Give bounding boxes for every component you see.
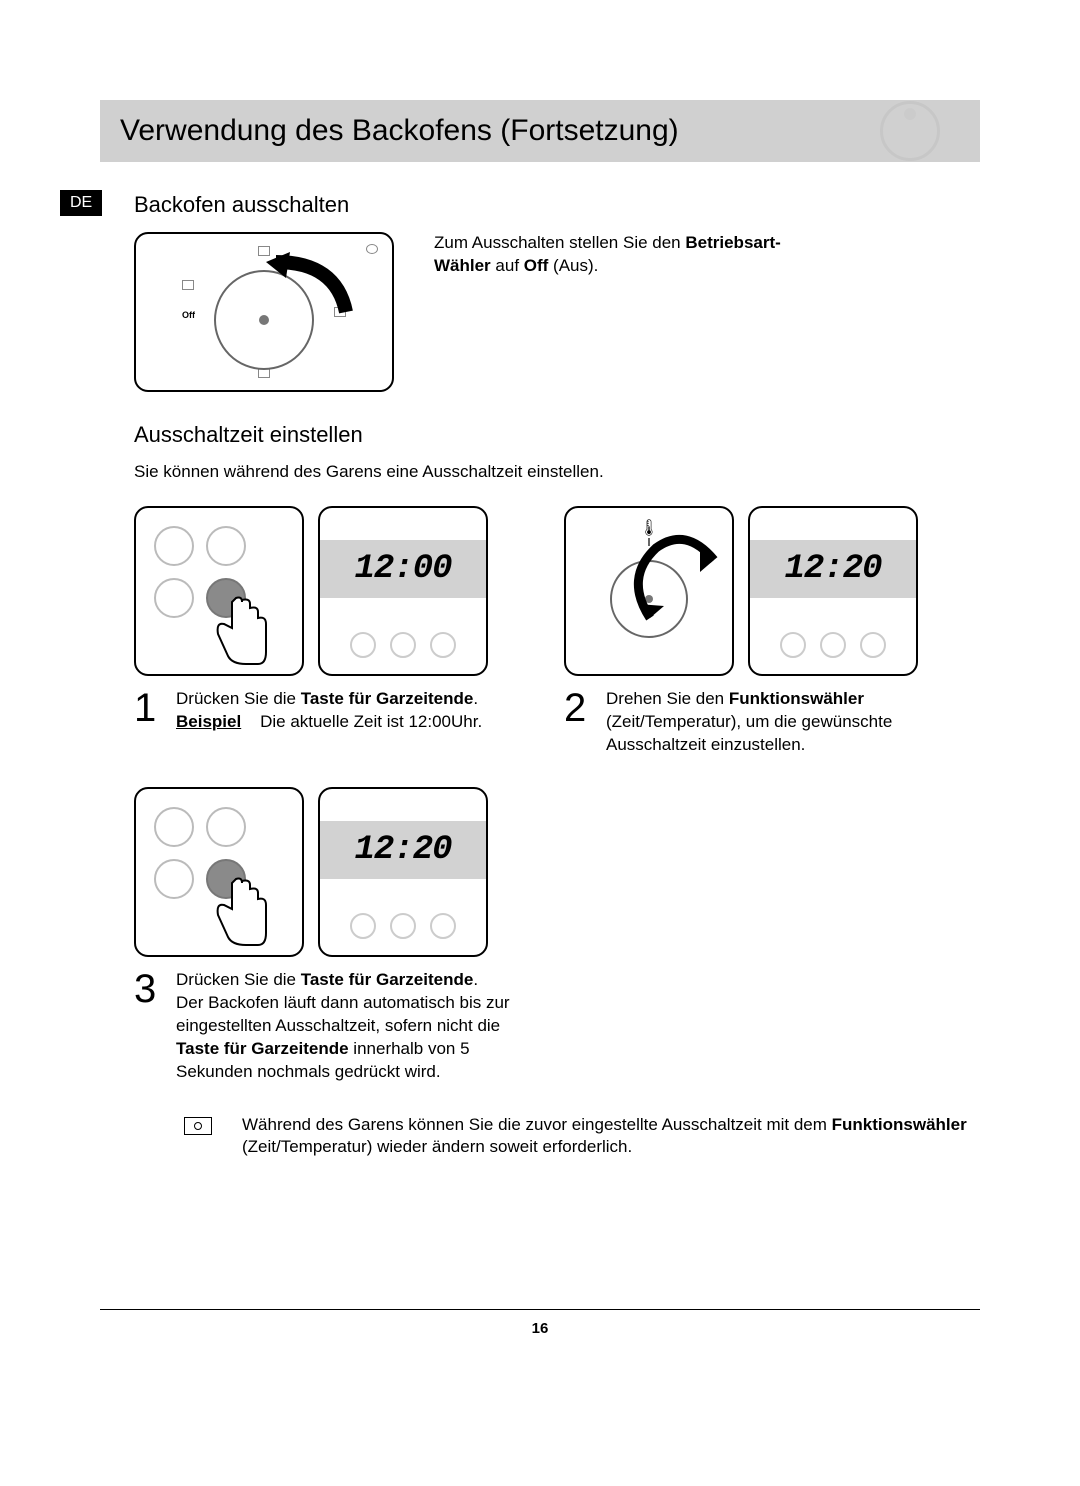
- step-number: 2: [564, 688, 594, 757]
- text: Während des Garens können Sie die zuvor …: [242, 1115, 832, 1134]
- display-illustration: 🔒 ⏲△ 12:20: [318, 787, 488, 957]
- rotate-arrow-icon: [256, 252, 366, 332]
- header-tomato-icon: [880, 101, 940, 161]
- text: (Zeit/Temperatur), um die gewünschte Aus…: [606, 712, 892, 754]
- text: (Aus).: [548, 256, 598, 275]
- display-strip: 12:00: [320, 540, 486, 598]
- panel-button: [154, 807, 194, 847]
- text: Drücken Sie die: [176, 970, 301, 989]
- display-buttons: [320, 913, 486, 939]
- mode-dial-illustration: Off: [134, 232, 394, 392]
- display-time: 12:00: [354, 550, 451, 588]
- function-dial-illustration: 🌡: [564, 506, 734, 676]
- display-buttons: [320, 632, 486, 658]
- step-text: Drehen Sie den Funktionswähler (Zeit/Tem…: [606, 688, 954, 757]
- note-text: Während des Garens können Sie die zuvor …: [242, 1114, 980, 1160]
- panel-button: [154, 526, 194, 566]
- step-3: 🔒 ⏲△ 12:20 3 Drücken Sie die Taste für G…: [134, 787, 524, 1084]
- display-buttons: [750, 632, 916, 658]
- display-illustration: 🔒 ⏲△ 12:00: [318, 506, 488, 676]
- text-bold: Taste für Garzeitende: [301, 970, 474, 989]
- language-tag: DE: [60, 190, 102, 216]
- rotate-arrow-icon: [630, 534, 730, 634]
- section1-title: Backofen ausschalten: [134, 192, 980, 218]
- page-title: Verwendung des Backofens (Fortsetzung): [120, 114, 679, 148]
- display-illustration: 🔒 ⏲△ 12:20: [748, 506, 918, 676]
- step-1: 🔒 ⏲△ 12:00 1 Drücken Sie die Taste für G…: [134, 506, 524, 757]
- text: (Zeit/Temperatur) wieder ändern soweit e…: [242, 1137, 632, 1156]
- panel-button: [154, 578, 194, 618]
- text-bold: Off: [524, 256, 549, 275]
- example-label: Beispiel: [176, 712, 241, 731]
- example-text: Die aktuelle Zeit ist 12:00Uhr.: [260, 712, 482, 731]
- section1-text: Zum Ausschalten stellen Sie den Betriebs…: [434, 232, 814, 392]
- section2-intro: Sie können während des Garens eine Aussc…: [134, 462, 980, 482]
- hand-press-icon: [212, 875, 282, 955]
- section2-title: Ausschaltzeit einstellen: [134, 422, 980, 448]
- display-strip: 12:20: [750, 540, 916, 598]
- page-number: 16: [532, 1320, 549, 1337]
- display-time: 12:20: [784, 550, 881, 588]
- text-bold: Taste für Garzeitende: [301, 689, 474, 708]
- display-time: 12:20: [354, 831, 451, 869]
- panel-button: [154, 859, 194, 899]
- buttons-illustration: [134, 787, 304, 957]
- note-icon: [184, 1117, 212, 1135]
- text: .: [473, 970, 478, 989]
- step-number: 1: [134, 688, 164, 734]
- text-bold: Funktionswähler: [729, 689, 864, 708]
- text: Der Backofen läuft dann automatisch bis …: [176, 993, 510, 1035]
- page-footer: 16: [100, 1309, 980, 1337]
- text: Drehen Sie den: [606, 689, 729, 708]
- text: auf: [491, 256, 524, 275]
- mode-icon: [182, 280, 194, 290]
- off-label: Off: [182, 310, 195, 320]
- step-number: 3: [134, 969, 164, 1084]
- text-bold: Funktionswähler: [832, 1115, 967, 1134]
- display-strip: 12:20: [320, 821, 486, 879]
- panel-button: [206, 526, 246, 566]
- text: .: [473, 689, 478, 708]
- hand-press-icon: [212, 594, 282, 674]
- step-text: Drücken Sie die Taste für Garzeitende. D…: [176, 969, 524, 1084]
- text: Zum Ausschalten stellen Sie den: [434, 233, 685, 252]
- step-2: 🌡 🔒 ⏲△ 12:20: [564, 506, 954, 757]
- note: Während des Garens können Sie die zuvor …: [134, 1114, 980, 1160]
- page-header: Verwendung des Backofens (Fortsetzung): [100, 100, 980, 162]
- buttons-illustration: [134, 506, 304, 676]
- text: Drücken Sie die: [176, 689, 301, 708]
- fan-icon: [366, 244, 378, 254]
- panel-button: [206, 807, 246, 847]
- text-bold: Taste für Garzeitende: [176, 1039, 349, 1058]
- step-text: Drücken Sie die Taste für Garzeitende. B…: [176, 688, 524, 734]
